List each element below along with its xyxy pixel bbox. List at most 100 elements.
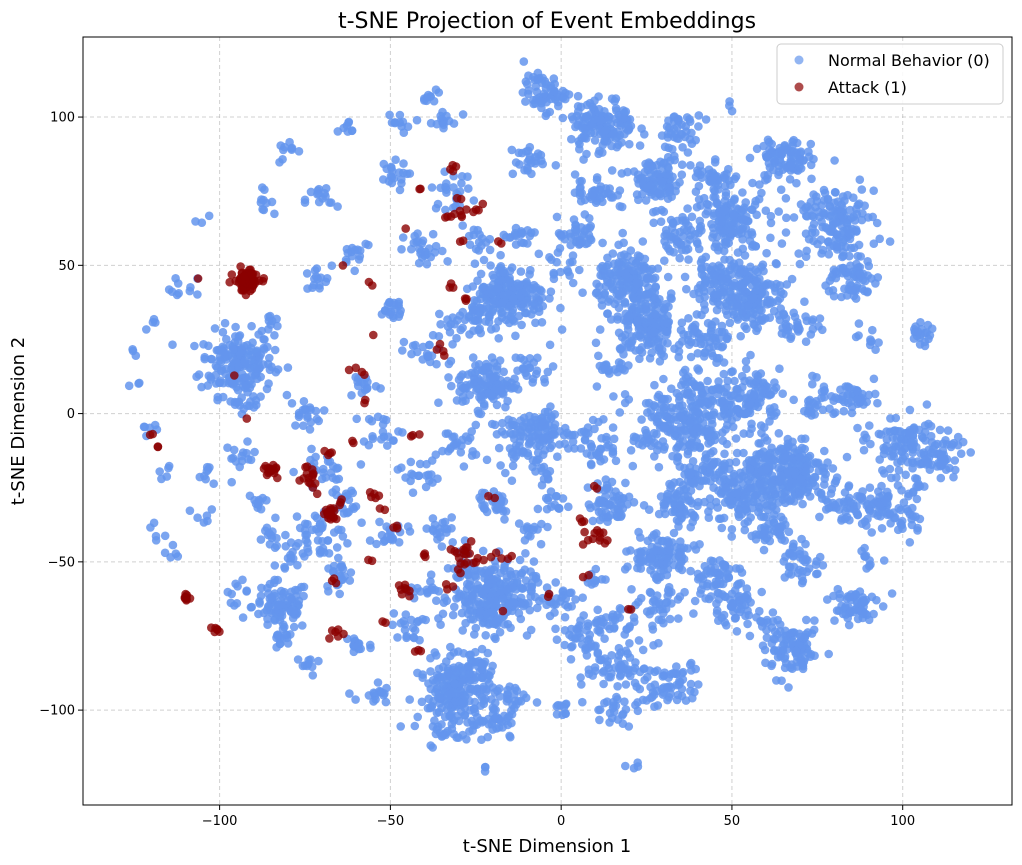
normal-point-28: [142, 325, 151, 334]
normal-point-1272: [460, 692, 470, 701]
normal-point-1715: [500, 515, 509, 524]
normal-point-3038: [635, 354, 644, 364]
normal-point-303: [267, 533, 277, 543]
normal-point-2128: [531, 82, 540, 91]
normal-point-3074: [590, 663, 600, 672]
normal-point-3742: [665, 246, 675, 256]
normal-point-497: [280, 562, 289, 572]
normal-point-887: [460, 536, 470, 545]
normal-point-3763: [694, 122, 703, 131]
normal-point-1659: [492, 400, 502, 410]
normal-point-4840: [774, 522, 784, 532]
normal-point-1547: [486, 567, 495, 576]
normal-point-2070: [519, 413, 529, 423]
normal-point-3684: [675, 509, 685, 519]
normal-point-4255: [762, 248, 771, 258]
normal-point-1545: [448, 610, 458, 620]
normal-point-2741: [663, 272, 673, 282]
normal-point-536: [307, 444, 316, 454]
normal-point-1227: [454, 733, 463, 742]
normal-point-4603: [775, 364, 784, 374]
normal-point-1616: [447, 381, 456, 391]
normal-point-1914: [478, 283, 488, 292]
normal-point-417: [265, 579, 275, 589]
normal-point-1761: [470, 259, 480, 269]
normal-point-3807: [667, 384, 676, 394]
normal-point-2333: [552, 212, 562, 222]
normal-point-3781: [683, 148, 693, 157]
normal-point-829: [408, 488, 418, 498]
normal-point-4530: [754, 316, 764, 326]
normal-point-3053: [653, 338, 663, 347]
normal-point-881: [412, 237, 421, 247]
normal-point-4841: [760, 525, 770, 535]
normal-point-677: [333, 127, 343, 136]
normal-point-2133: [537, 103, 546, 113]
normal-point-473: [301, 535, 311, 545]
normal-point-4454: [772, 259, 781, 269]
normal-point-2590: [618, 719, 628, 728]
normal-point-3025: [631, 346, 640, 355]
normal-point-3047: [614, 358, 624, 367]
normal-point-302: [256, 535, 266, 544]
normal-point-2511: [608, 492, 618, 501]
normal-point-2624: [558, 113, 568, 123]
normal-point-924: [471, 450, 481, 459]
normal-point-2841: [603, 253, 612, 263]
normal-point-1064: [426, 667, 435, 676]
normal-point-4104: [727, 601, 736, 611]
normal-point-4517: [735, 269, 744, 278]
normal-point-4284: [704, 200, 713, 210]
normal-point-688: [369, 688, 379, 697]
normal-point-1317: [481, 631, 491, 640]
normal-point-4470: [727, 261, 736, 271]
normal-point-2864: [618, 228, 627, 238]
normal-point-43: [204, 211, 214, 221]
normal-point-3704: [649, 218, 658, 228]
normal-point-279: [245, 491, 255, 501]
normal-point-960: [457, 179, 466, 188]
normal-point-3509: [677, 426, 686, 436]
normal-point-1639: [452, 396, 462, 405]
normal-point-855: [407, 349, 416, 359]
normal-point-798: [409, 633, 418, 642]
normal-point-776: [385, 110, 394, 120]
normal-point-4448: [711, 317, 720, 326]
normal-point-659: [350, 266, 360, 276]
normal-point-3526: [654, 462, 664, 472]
normal-point-359: [246, 603, 256, 612]
normal-point-2673: [590, 136, 600, 145]
normal-point-3421: [703, 376, 712, 386]
normal-point-1687: [444, 373, 453, 382]
normal-point-3782: [685, 115, 694, 124]
normal-point-926: [467, 427, 477, 436]
normal-point-3512: [657, 395, 667, 404]
normal-point-4672: [757, 385, 767, 395]
normal-point-708: [365, 536, 375, 545]
normal-point-2871: [620, 250, 629, 259]
normal-point-2715: [635, 141, 645, 150]
normal-point-3990: [712, 358, 721, 368]
normal-point-2815: [591, 289, 601, 298]
normal-point-486: [315, 545, 325, 555]
normal-point-2058: [527, 432, 537, 442]
normal-point-1311: [433, 722, 443, 731]
normal-point-16: [155, 467, 164, 476]
normal-point-4799: [720, 462, 729, 472]
normal-point-3724: [656, 217, 666, 226]
normal-point-2502: [613, 512, 623, 522]
normal-point-3809: [675, 401, 684, 411]
normal-point-38: [171, 274, 180, 283]
normal-point-4842: [777, 535, 786, 544]
normal-point-4766: [745, 483, 755, 493]
normal-point-4415: [725, 318, 735, 328]
normal-point-3301: [646, 565, 655, 575]
normal-point-4275: [683, 204, 692, 213]
normal-point-3670: [667, 507, 677, 517]
normal-point-3209: [647, 161, 657, 171]
normal-point-313: [262, 198, 271, 208]
normal-point-726: [389, 436, 398, 445]
normal-point-1259: [446, 642, 455, 652]
normal-point-648: [347, 391, 356, 400]
normal-point-332: [257, 326, 267, 336]
